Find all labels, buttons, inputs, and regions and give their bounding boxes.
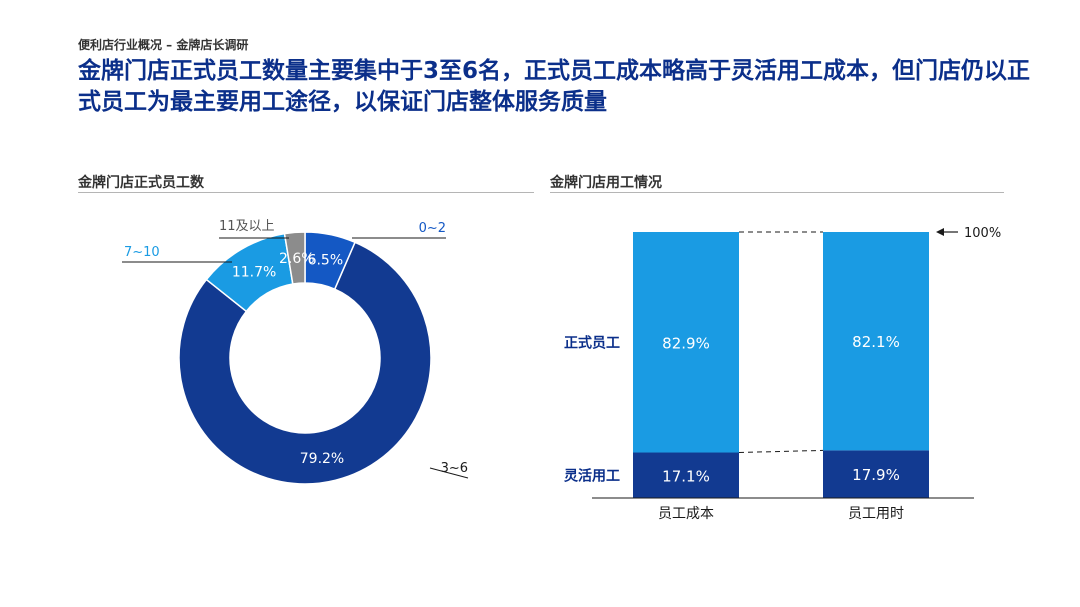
donut-category-label-1: 0~2 — [419, 221, 446, 236]
bar-title-rule — [550, 192, 1004, 193]
donut-leader-line-2 — [429, 467, 469, 479]
bar-value-label-1-1: 17.1% — [662, 467, 710, 485]
breadcrumb: 便利店行业概况 – 金牌店长调研 — [78, 38, 249, 52]
bar-chart-title: 金牌门店用工情况 — [550, 175, 662, 191]
donut-category-label-2: 3~6 — [441, 461, 468, 476]
bar-segment-1-2 — [823, 450, 929, 498]
reference-label: 100% — [964, 226, 1001, 241]
bar-value-label-2-1: 82.9% — [662, 334, 710, 352]
donut-value-label-2: 79.2% — [300, 451, 344, 467]
bar-segment-2-2 — [823, 232, 929, 451]
series-label-1: 灵活用工 — [564, 467, 620, 484]
bar-value-label-1-2: 17.9% — [852, 466, 900, 484]
donut-category-label-4: 11及以上 — [219, 219, 275, 234]
series-label-2: 正式员工 — [564, 334, 620, 351]
donut-value-label-1: 6.5% — [308, 253, 344, 269]
bar-segment-1-1 — [633, 452, 739, 498]
donut-category-label-3: 7~10 — [124, 245, 160, 260]
donut-slice-2 — [178, 241, 432, 485]
page-title: 金牌门店正式员工数量主要集中于3至6名，正式员工成本略高于灵活用工成本，但门店仍… — [78, 58, 1031, 115]
category-label-1: 员工成本 — [658, 506, 714, 522]
donut-value-label-4: 2.6% — [279, 251, 315, 267]
category-label-2: 员工用时 — [848, 506, 904, 522]
bar-segment-2-1 — [633, 232, 739, 453]
donut-value-label-3: 11.7% — [232, 264, 276, 280]
reference-arrow-icon — [936, 228, 944, 236]
bar-value-label-2-2: 82.1% — [852, 333, 900, 351]
donut-title-rule — [78, 192, 534, 193]
donut-chart-title: 金牌门店正式员工数 — [78, 175, 204, 191]
donut-slice-4 — [283, 231, 306, 285]
dashed-connector-split — [738, 449, 824, 454]
